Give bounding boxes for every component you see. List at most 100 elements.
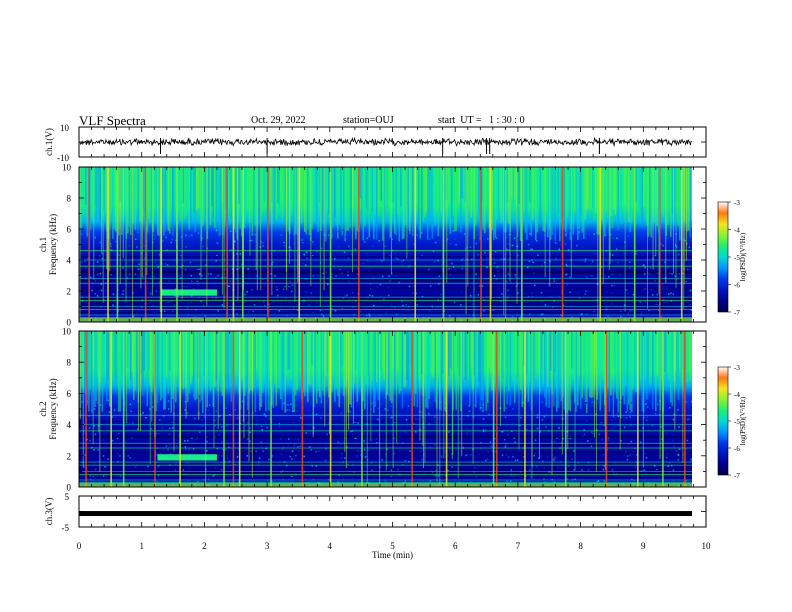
noise-speckle	[290, 249, 292, 251]
noise-speckle	[331, 456, 333, 458]
noise-speckle	[431, 305, 433, 307]
noise-speckle	[286, 409, 288, 411]
emission-streak	[466, 167, 468, 228]
noise-speckle	[346, 294, 348, 296]
noise-speckle	[252, 310, 254, 313]
emission-streak	[215, 331, 218, 381]
noise-speckle	[288, 409, 291, 411]
emission-streak	[607, 331, 609, 388]
emission-streak	[464, 331, 467, 380]
noise-speckle	[335, 409, 337, 411]
noise-speckle	[317, 275, 319, 277]
emission-streak	[196, 331, 198, 400]
sferic-line	[286, 167, 288, 291]
noise-speckle	[617, 415, 620, 418]
noise-speckle	[252, 412, 254, 414]
noise-speckle	[437, 475, 440, 477]
noise-speckle	[363, 440, 365, 442]
noise-speckle	[290, 475, 293, 478]
emission-streak	[143, 331, 146, 371]
emission-streak	[649, 331, 651, 384]
noise-speckle	[99, 272, 102, 275]
emission-streak	[473, 331, 476, 376]
colorbar-tick-label: -3	[734, 199, 740, 207]
noise-speckle	[210, 273, 212, 275]
emission-streak	[365, 331, 368, 385]
emission-streak	[584, 331, 587, 400]
emission-streak	[292, 167, 294, 202]
noise-speckle	[246, 438, 249, 440]
emission-streak	[211, 167, 213, 207]
emission-streak	[526, 167, 528, 240]
noise-speckle	[523, 455, 525, 458]
noise-speckle	[170, 453, 172, 455]
noise-speckle	[651, 294, 654, 296]
emission-streak	[533, 331, 536, 390]
emission-streak	[284, 167, 287, 225]
emission-streak	[601, 331, 603, 369]
emission-streak	[646, 167, 648, 226]
noise-speckle	[437, 259, 439, 262]
noise-speckle	[574, 478, 576, 480]
sferic-line	[473, 167, 475, 322]
noise-speckle	[562, 417, 564, 420]
noise-speckle	[152, 406, 154, 408]
emission-streak	[187, 167, 189, 213]
emission-streak	[518, 167, 521, 204]
noise-speckle	[412, 292, 414, 294]
emission-streak	[685, 331, 687, 378]
emission-streak	[670, 331, 672, 403]
emission-streak	[352, 331, 354, 388]
emission-streak	[581, 167, 584, 233]
noise-speckle	[611, 237, 613, 239]
noise-speckle	[503, 438, 506, 441]
emission-streak	[407, 167, 410, 229]
emission-streak	[635, 167, 638, 202]
noise-speckle	[221, 304, 224, 307]
sferic-line	[179, 331, 181, 451]
noise-speckle	[611, 260, 613, 262]
noise-speckle	[595, 253, 597, 255]
emission-streak	[517, 331, 519, 378]
noise-speckle	[504, 445, 507, 447]
emission-streak	[503, 167, 506, 233]
noise-speckle	[185, 234, 187, 237]
emission-streak	[532, 167, 534, 221]
noise-speckle	[685, 460, 687, 463]
emission-streak	[139, 167, 141, 222]
noise-speckle	[504, 453, 507, 456]
noise-speckle	[376, 442, 378, 444]
emission-streak	[550, 331, 552, 372]
noise-speckle	[593, 233, 596, 236]
sferic-line	[658, 167, 661, 322]
emission-streak	[181, 331, 183, 383]
emission-streak	[119, 331, 122, 412]
emission-streak	[571, 331, 573, 369]
noise-speckle	[691, 234, 692, 237]
sferic-line	[151, 331, 153, 422]
sferic-line	[99, 331, 101, 472]
noise-speckle	[229, 230, 232, 232]
sferic-line	[472, 331, 474, 464]
emission-streak	[203, 167, 206, 210]
emission-streak	[542, 167, 545, 232]
emission-streak	[370, 167, 372, 199]
noise-speckle	[153, 234, 155, 236]
noise-speckle	[672, 418, 675, 421]
noise-speckle	[363, 241, 366, 243]
noise-speckle	[597, 480, 600, 482]
emission-streak	[199, 331, 201, 395]
sferic-line	[243, 331, 245, 422]
emission-streak	[322, 331, 324, 391]
noise-speckle	[407, 410, 410, 412]
noise-speckle	[533, 454, 536, 457]
noise-speckle	[318, 450, 320, 453]
emission-streak	[194, 331, 197, 401]
noise-speckle	[639, 441, 642, 444]
y-tick-label: -5	[62, 523, 70, 533]
emission-streak	[247, 331, 249, 411]
noise-speckle	[153, 276, 156, 278]
emission-streak	[580, 331, 582, 409]
noise-speckle	[604, 275, 606, 277]
noise-speckle	[152, 305, 154, 307]
